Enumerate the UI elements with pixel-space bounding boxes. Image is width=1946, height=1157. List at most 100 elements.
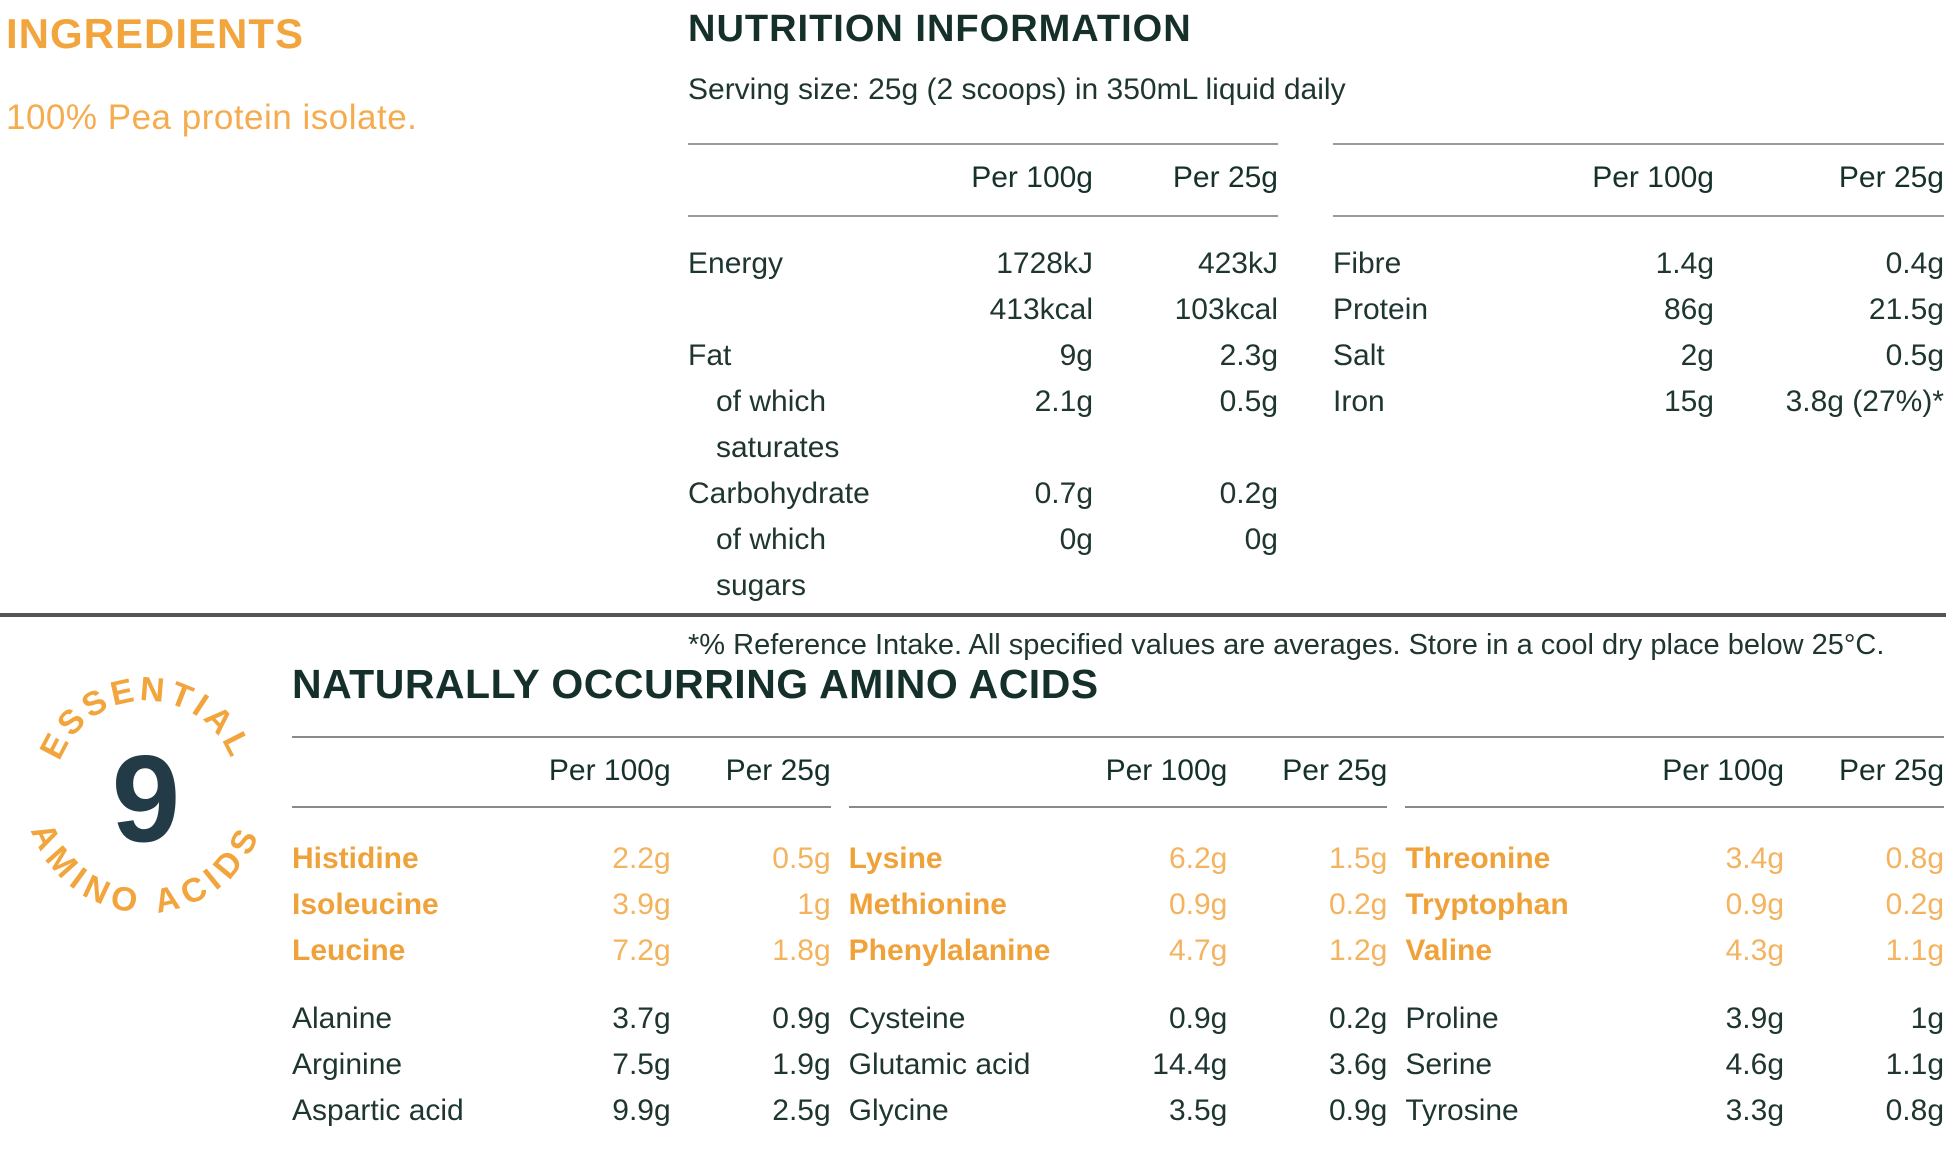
nutrient-label: Salt [1333, 339, 1385, 372]
nutrient-label: Fibre [1333, 247, 1402, 280]
amino-tables: Per 100g Per 25g Histidine 2.2g 0.5g Iso… [292, 738, 1945, 1134]
nutrient-label: Energy [688, 247, 784, 280]
per-100g-value: 4.7g [1168, 934, 1228, 967]
per-25g-value: 1.5g [1328, 842, 1388, 875]
per-100g-value: 86g [1663, 293, 1714, 326]
essential-amino-rows-1: Histidine 2.2g 0.5g Isoleucine 3.9g 1g L… [292, 808, 831, 974]
per-25g-value: 0.4g [1885, 247, 1944, 280]
amino-acid-row: Histidine 2.2g 0.5g [292, 836, 831, 882]
nutrition-row: 413kcal 103kcal [688, 287, 1278, 333]
per-100g-value: 0.9g [1168, 888, 1228, 921]
other-amino-rows-2: Cysteine 0.9g 0.2g Glutamic acid 14.4g 3… [849, 974, 1388, 1134]
per-25g-value: 1.2g [1328, 934, 1388, 967]
per-100g-value: 3.4g [1725, 842, 1785, 875]
amino-acid-row: Arginine 7.5g 1.9g [292, 1042, 831, 1088]
amino-acids-title: NATURALLY OCCURRING AMINO ACIDS [292, 661, 1099, 707]
serving-size-text: Serving size: 25g (2 scoops) in 350mL li… [688, 73, 1346, 106]
per-25g-value: 0.9g [772, 1002, 831, 1035]
amino-acid-name: Isoleucine [292, 888, 439, 921]
amino-acids-section: ESSENTIAL AMINO ACIDS 9 NATURALLY OCCURR… [0, 617, 1946, 1134]
per-100g-value: 6.2g [1168, 842, 1228, 875]
per-25g-value: 0g [1244, 523, 1278, 556]
per-100g-value: 15g [1663, 385, 1714, 418]
per-25g-value: 0.9g [1328, 1094, 1388, 1127]
per-100g-value: 2.2g [612, 842, 671, 875]
per-25g-value: 21.5g [1868, 293, 1944, 326]
nutrition-row: Fibre 1.4g 0.4g [1333, 241, 1944, 287]
per-25g-value: 423kJ [1197, 247, 1278, 280]
amino-acid-name: Serine [1405, 1048, 1493, 1081]
amino-acid-name: Tryptophan [1405, 888, 1569, 921]
amino-top-rule [292, 736, 1944, 738]
per-25g-value: 0.5g [772, 842, 831, 875]
ingredients-body: 100% Pea protein isolate. [6, 98, 418, 137]
amino-acid-name: Tyrosine [1405, 1094, 1519, 1127]
per-100g-value: 0g [1059, 523, 1093, 556]
amino-acid-row: Cysteine 0.9g 0.2g [849, 996, 1388, 1042]
amino-acid-row: Tryptophan 0.9g 0.2g [1405, 882, 1944, 928]
per-25g-value: 1.9g [772, 1048, 831, 1081]
col-header-per-25g: Per 25g [1838, 754, 1945, 787]
nutrient-label: Iron [1333, 385, 1385, 418]
amino-acids-content: NATURALLY OCCURRING AMINO ACIDS Per 100g… [292, 651, 1946, 1134]
per-25g-value: 1g [1910, 1002, 1945, 1035]
per-25g-value: 3.8g (27%)* [1785, 385, 1944, 418]
per-25g-value: 2.5g [772, 1094, 831, 1127]
essential-amino-rows-2: Lysine 6.2g 1.5g Methionine 0.9g 0.2g Ph… [849, 808, 1388, 974]
per-100g-value: 413kcal [989, 293, 1093, 326]
per-100g-value: 7.2g [612, 934, 671, 967]
per-100g-value: 9.9g [612, 1094, 671, 1127]
per-100g-value: 3.9g [612, 888, 671, 921]
per-100g-value: 7.5g [612, 1048, 671, 1081]
nutrition-table-left-body: Energy 1728kJ 423kJ 413kcal 103kcal Fat … [688, 217, 1278, 609]
per-25g-value: 0.8g [1885, 842, 1945, 875]
nutrition-table-right-header: Per 100g Per 25g [1333, 145, 1944, 217]
nutrient-label: of which sugars [716, 523, 827, 602]
per-100g-value: 1728kJ [996, 247, 1093, 280]
nutrition-table-right: Per 100g Per 25g Fibre 1.4g 0.4g Protein… [1333, 143, 1944, 609]
nutrient-label: Protein [1333, 293, 1429, 326]
per-25g-value: 0.2g [1219, 477, 1278, 510]
nutrition-section: NUTRITION INFORMATION Serving size: 25g … [688, 8, 1946, 661]
amino-acid-name: Proline [1405, 1002, 1499, 1035]
nutrition-row: Energy 1728kJ 423kJ [688, 241, 1278, 287]
per-25g-value: 0.2g [1328, 1002, 1388, 1035]
amino-table-3-header: Per 100g Per 25g [1405, 738, 1945, 808]
nutrient-label: Fat [688, 339, 732, 372]
nutrient-label [688, 287, 893, 333]
amino-acid-row: Leucine 7.2g 1.8g [292, 928, 831, 974]
other-amino-rows-1: Alanine 3.7g 0.9g Arginine 7.5g 1.9g Asp… [292, 974, 831, 1134]
nutrition-table-left-header: Per 100g Per 25g [688, 145, 1278, 217]
nutrition-title: NUTRITION INFORMATION [688, 8, 1192, 50]
amino-table-1: Per 100g Per 25g Histidine 2.2g 0.5g Iso… [292, 738, 831, 1134]
amino-acid-row: Methionine 0.9g 0.2g [849, 882, 1388, 928]
amino-acid-name: Leucine [292, 934, 406, 967]
col-header-per-100g: Per 100g [1592, 161, 1714, 194]
per-25g-value: 3.6g [1328, 1048, 1388, 1081]
amino-acid-name: Histidine [292, 842, 419, 875]
ingredients-section: INGREDIENTS 100% Pea protein isolate. [0, 8, 688, 613]
essential-amino-acids-badge-icon: ESSENTIAL AMINO ACIDS 9 [23, 670, 262, 921]
nutrient-label: Carbohydrate [688, 477, 870, 510]
amino-acid-row: Threonine 3.4g 0.8g [1405, 836, 1944, 882]
per-25g-value: 1g [797, 888, 831, 921]
amino-acid-name: Valine [1405, 934, 1493, 967]
amino-acid-row: Phenylalanine 4.7g 1.2g [849, 928, 1388, 974]
amino-acid-row: Proline 3.9g 1g [1405, 996, 1944, 1042]
per-25g-value: 0.2g [1885, 888, 1945, 921]
per-100g-value: 0.9g [1725, 888, 1785, 921]
nutrient-label: of which saturates [716, 385, 840, 464]
per-25g-value: 103kcal [1174, 293, 1278, 326]
badge-number: 9 [112, 732, 180, 869]
per-100g-value: 3.3g [1725, 1094, 1785, 1127]
per-100g-value: 4.6g [1725, 1048, 1785, 1081]
per-100g-value: 1.4g [1655, 247, 1714, 280]
nutrition-row: of which sugars 0g 0g [688, 517, 1278, 609]
per-25g-value: 0.5g [1885, 339, 1944, 372]
amino-acid-name: Arginine [292, 1048, 403, 1081]
amino-acid-name: Aspartic acid [292, 1094, 464, 1127]
nutrition-row: Iron 15g 3.8g (27%)* [1333, 379, 1944, 425]
amino-acid-row: Isoleucine 3.9g 1g [292, 882, 831, 928]
amino-acid-name: Methionine [848, 888, 1007, 921]
per-25g-value: 1.8g [772, 934, 831, 967]
